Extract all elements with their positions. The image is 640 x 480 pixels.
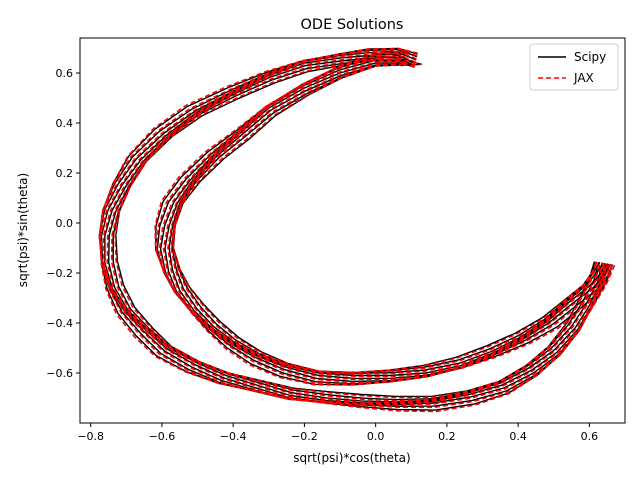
y-tick-label: 0.2 xyxy=(56,167,74,180)
jax-trajectory-line xyxy=(99,47,616,413)
x-tick-label: −0.6 xyxy=(149,430,176,443)
jax-trajectory-line xyxy=(106,56,604,404)
x-tick-label: 0.6 xyxy=(581,430,599,443)
jax-trajectory-line xyxy=(170,63,602,375)
y-tick-label: 0.4 xyxy=(56,117,74,130)
x-tick-label: −0.4 xyxy=(220,430,247,443)
legend-jax-label: JAX xyxy=(573,71,594,85)
x-tick-label: −0.2 xyxy=(291,430,318,443)
series-layer xyxy=(98,47,616,413)
scipy-trajectory-line xyxy=(172,63,598,374)
jax-trajectory-line xyxy=(167,61,606,378)
scipy-trajectory-line xyxy=(98,48,609,408)
jax-trajectory-line xyxy=(110,58,602,402)
jax-trajectory-line xyxy=(172,63,599,374)
legend-scipy-label: Scipy xyxy=(574,50,606,64)
y-tick-label: −0.6 xyxy=(46,367,73,380)
legend: Scipy JAX xyxy=(529,43,619,91)
jax-trajectory-line xyxy=(98,48,611,409)
y-axis: −0.6 −0.4 −0.2 0.0 0.2 0.4 0.6 xyxy=(46,67,80,380)
scipy-trajectory-line xyxy=(154,50,613,386)
y-tick-label: 0.6 xyxy=(56,67,74,80)
x-tick-label: −0.8 xyxy=(77,430,104,443)
x-tick-label: 0.4 xyxy=(509,430,527,443)
y-axis-label: sqrt(psi)*sin(theta) xyxy=(16,173,30,287)
jax-trajectory-line xyxy=(155,52,614,386)
legend-box xyxy=(529,43,619,91)
jax-trajectory-line xyxy=(172,63,597,374)
jax-trajectory-line xyxy=(98,48,608,406)
y-tick-label: 0.0 xyxy=(56,217,74,230)
jax-trajectory-line xyxy=(99,50,606,405)
scipy-trajectory-line xyxy=(172,64,597,374)
scipy-trajectory-line xyxy=(156,53,613,385)
jax-trajectory-line xyxy=(158,55,613,384)
plot-area xyxy=(79,37,626,424)
jax-trajectory-line xyxy=(114,59,597,399)
jax-trajectory-start-hook xyxy=(396,57,423,67)
x-tick-label: 0.0 xyxy=(367,430,385,443)
y-tick-label: −0.4 xyxy=(46,317,73,330)
y-tick-label: −0.2 xyxy=(46,267,73,280)
jax-trajectory-line xyxy=(154,50,613,386)
axes-frame xyxy=(79,37,626,424)
x-axis: −0.8 −0.6 −0.4 −0.2 0.0 0.2 0.4 0.6 xyxy=(77,423,598,443)
jax-trajectory-line xyxy=(162,58,610,381)
x-axis-label: sqrt(psi)*cos(theta) xyxy=(293,451,410,465)
x-tick-label: 0.2 xyxy=(438,430,456,443)
scipy-trajectory-line xyxy=(115,60,596,398)
chart-title: ODE Solutions xyxy=(301,17,404,33)
